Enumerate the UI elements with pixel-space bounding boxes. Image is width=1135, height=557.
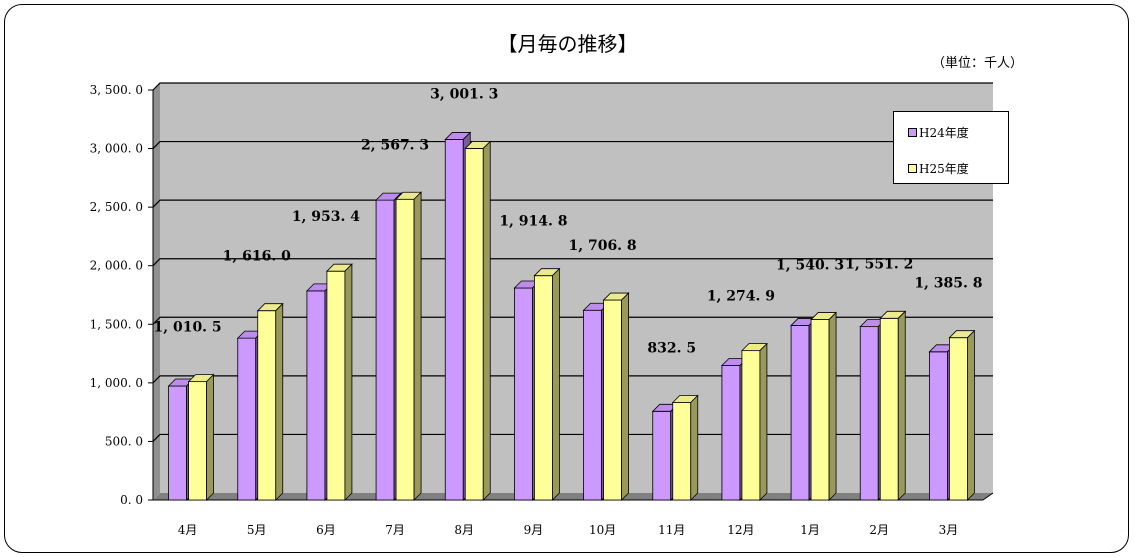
bar-h25-side [967, 329, 975, 501]
chart-floor [153, 493, 993, 500]
bar-h24-front [514, 287, 533, 501]
data-label: 2, 567. 3 [361, 137, 429, 153]
gridline [152, 140, 993, 149]
legend-item-h25: H25年度 [908, 160, 969, 177]
data-label: 1, 385. 8 [914, 276, 982, 292]
bar-h24-front [652, 410, 672, 501]
gridline [152, 433, 993, 442]
bar-h24-front [306, 290, 326, 501]
bar-h24-front [583, 309, 602, 501]
y-tick-label: 1, 000. 0 [90, 376, 143, 390]
bar-h25-side [275, 302, 284, 501]
data-label: 1, 616. 0 [223, 249, 291, 265]
legend-label-h25: H25年度 [919, 162, 969, 176]
bar-h25-front [603, 299, 622, 501]
x-tick-label: 10月 [589, 523, 616, 537]
y-tick-label: 0. 0 [120, 493, 143, 507]
data-label: 1, 540. 3 [776, 258, 844, 274]
data-label: 1, 706. 8 [568, 238, 636, 254]
bar-h24-front [444, 139, 464, 501]
y-tick-label: 500. 0 [105, 434, 143, 448]
x-tick-label: 1月 [800, 523, 820, 537]
gridline [152, 375, 993, 384]
x-tick-label: 2月 [869, 523, 889, 537]
gridline [152, 316, 993, 325]
bar-h25-side [621, 292, 629, 501]
bar-h25-side [206, 373, 214, 501]
data-label: 1, 551. 2 [845, 256, 913, 272]
bar-h24-front [859, 326, 879, 501]
bar-h25-front [879, 317, 899, 501]
bar-h25-front [949, 337, 968, 501]
bar-h25-side [690, 394, 699, 501]
chart-title: 【月毎の推移】 [497, 32, 638, 56]
chart-back-wall [160, 83, 993, 493]
bar-h25-side [552, 267, 560, 501]
chart-side-wall [153, 83, 160, 500]
y-tick-label: 3, 500. 0 [90, 83, 143, 97]
data-label: 832. 5 [647, 340, 696, 356]
legend: H24年度 H25年度 [893, 111, 1009, 184]
bar-h25-front [395, 198, 415, 501]
bar-h24-front [929, 351, 948, 501]
bar-h25-side [759, 342, 768, 501]
gridline [152, 82, 993, 91]
bar-h25-side [828, 311, 837, 501]
bar-h25-front [326, 270, 346, 501]
x-tick-label: 7月 [385, 523, 405, 537]
x-tick-label: 5月 [247, 523, 267, 537]
y-tick-label: 3, 000. 0 [90, 142, 143, 156]
bar-h25-front [810, 319, 830, 501]
gridline [152, 258, 993, 267]
data-label: 1, 914. 8 [499, 214, 567, 230]
bar-h24-front [168, 385, 187, 501]
x-tick-label: 8月 [454, 523, 474, 537]
data-label: 3, 001. 3 [430, 86, 498, 102]
x-tick-label: 9月 [524, 523, 544, 537]
bar-h24-front [721, 365, 741, 501]
bar-h25-front [257, 310, 277, 501]
data-label: 1, 274. 9 [707, 289, 775, 305]
bar-h24-front [790, 325, 810, 501]
data-label: 1, 010. 5 [153, 320, 221, 336]
bar-h25-side [897, 310, 906, 501]
y-tick-label: 1, 500. 0 [90, 317, 143, 331]
legend-swatch-h25 [908, 164, 917, 173]
legend-item-h24: H24年度 [908, 124, 969, 141]
x-tick-label: 4月 [178, 523, 198, 537]
gridline [152, 199, 993, 208]
unit-note: （単位：千人） [931, 56, 1023, 71]
bar-h24-front [375, 199, 395, 501]
data-label: 1, 953. 4 [292, 209, 360, 225]
y-tick-label: 2, 500. 0 [90, 200, 143, 214]
bar-h25-front [741, 350, 761, 501]
bar-h25-side [344, 263, 353, 501]
y-tick-label: 2, 000. 0 [90, 259, 143, 273]
bar-h25-front [672, 402, 692, 501]
bar-h25-side [413, 191, 422, 501]
legend-swatch-h24 [908, 128, 917, 137]
x-axis-line-depth [982, 492, 994, 501]
x-tick-label: 12月 [727, 523, 754, 537]
x-tick-label: 11月 [658, 523, 685, 537]
bar-h25-front [534, 275, 553, 501]
bar-h24-front [237, 337, 257, 501]
bar-h25-side [482, 140, 491, 501]
legend-label-h24: H24年度 [919, 126, 969, 140]
bar-h25-front [188, 381, 207, 501]
bar-h25-front [464, 148, 484, 501]
x-tick-label: 3月 [939, 523, 959, 537]
x-tick-label: 6月 [316, 523, 336, 537]
